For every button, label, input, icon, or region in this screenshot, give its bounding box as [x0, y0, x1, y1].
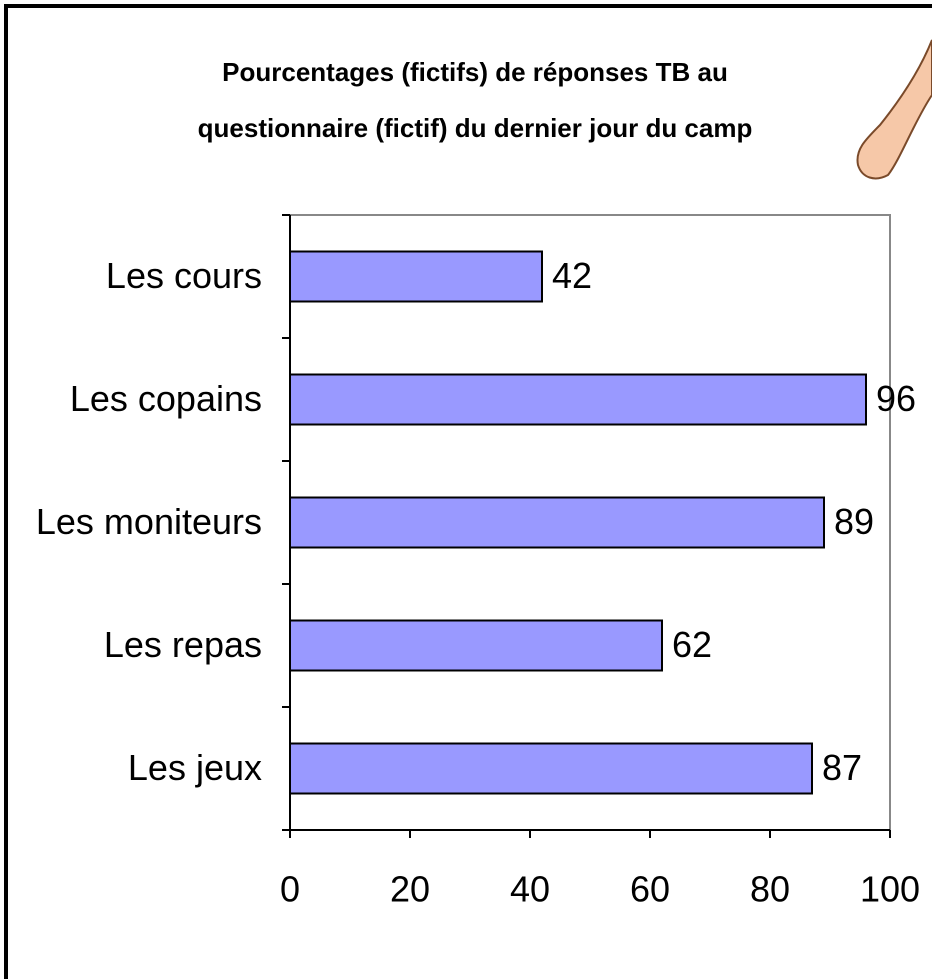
- chart-title: Pourcentages (fictifs) de réponses TB au: [222, 57, 728, 87]
- chart-title: questionnaire (fictif) du dernier jour d…: [198, 113, 753, 143]
- x-tick-label: 40: [510, 869, 550, 910]
- chart-frame: [6, 6, 932, 979]
- x-tick-label: 20: [390, 869, 430, 910]
- value-label: 42: [552, 255, 592, 296]
- bar: [290, 252, 542, 302]
- y-tick-label: Les repas: [104, 624, 262, 665]
- x-tick-label: 80: [750, 869, 790, 910]
- bar: [290, 498, 824, 548]
- y-tick-label: Les cours: [106, 255, 262, 296]
- value-label: 62: [672, 624, 712, 665]
- x-tick-label: 0: [280, 869, 300, 910]
- y-tick-label: Les jeux: [128, 747, 262, 788]
- bar: [290, 375, 866, 425]
- y-tick-label: Les copains: [70, 378, 262, 419]
- value-label: 89: [834, 501, 874, 542]
- value-label: 87: [822, 747, 862, 788]
- value-label: 96: [876, 378, 916, 419]
- bar: [290, 621, 662, 671]
- x-tick-label: 60: [630, 869, 670, 910]
- chart: Pourcentages (fictifs) de réponses TB au…: [0, 0, 932, 979]
- x-tick-label: 100: [860, 869, 920, 910]
- bar: [290, 744, 812, 794]
- y-tick-label: Les moniteurs: [36, 501, 262, 542]
